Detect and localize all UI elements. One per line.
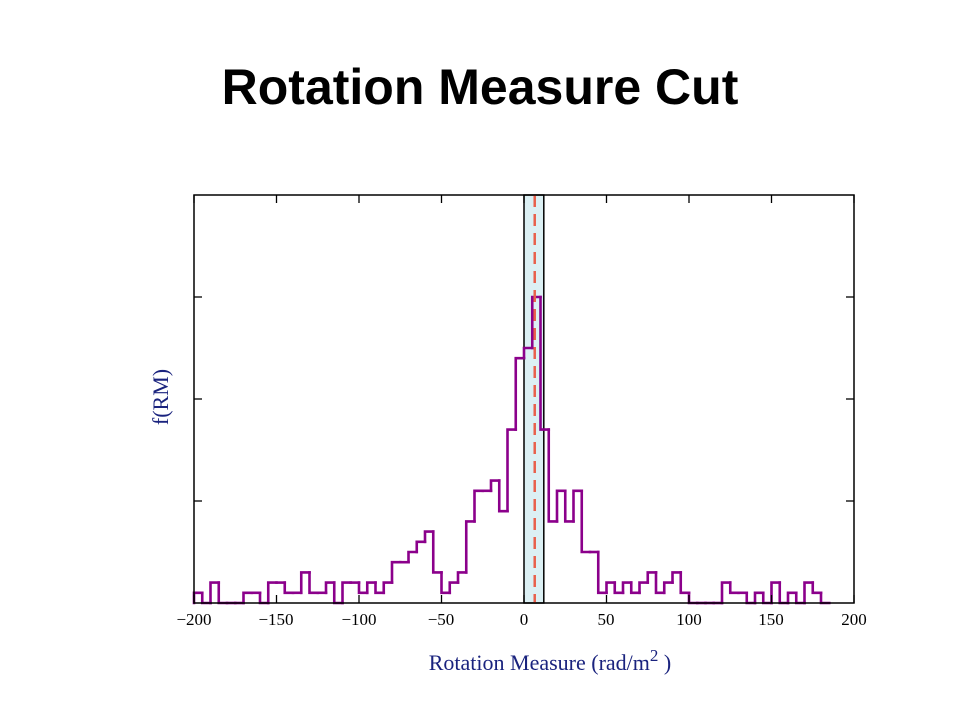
histogram-bin <box>423 530 435 544</box>
histogram-bin <box>497 479 509 513</box>
histogram-bin <box>547 428 559 523</box>
histogram-bin <box>209 581 221 605</box>
histogram-bin <box>629 581 641 595</box>
histogram-bin <box>555 489 567 523</box>
histogram-bin <box>506 428 518 513</box>
x-tick-label: 100 <box>676 610 702 629</box>
histogram-bin <box>671 571 683 584</box>
histogram-bin <box>728 581 740 595</box>
x-axis-label-suffix: ) <box>658 650 671 675</box>
histogram-bin <box>811 581 823 595</box>
histogram-bin <box>431 530 443 574</box>
histogram-bin <box>341 581 353 605</box>
x-axis-label: Rotation Measure (rad/m2 ) <box>429 646 672 675</box>
histogram-bin <box>382 581 394 595</box>
histogram-bin <box>662 581 674 595</box>
histogram-bin <box>357 581 369 595</box>
histogram-bin <box>440 571 452 595</box>
histogram-bin <box>365 581 377 595</box>
histogram-bin <box>613 581 625 595</box>
histogram-layer <box>192 295 831 605</box>
histogram-bin <box>687 591 699 605</box>
x-tick-label: −200 <box>176 610 211 629</box>
histogram-bin <box>530 295 542 350</box>
histogram-bin <box>572 489 584 523</box>
histogram-bin <box>679 571 691 595</box>
histogram-bin <box>753 591 765 605</box>
histogram-bin <box>563 489 575 523</box>
histogram-bin <box>299 571 311 595</box>
histogram-bin <box>720 581 732 605</box>
histogram-bin <box>596 550 608 595</box>
histogram-bin <box>489 479 501 493</box>
axis-label-layer: −200 −150 −100 −50 0 50 100 150 200 Rota… <box>148 369 867 675</box>
histogram-bin <box>473 489 485 523</box>
x-tick-label: 200 <box>841 610 867 629</box>
x-tick-label: −50 <box>428 610 455 629</box>
histogram-bin <box>621 581 633 595</box>
histogram-bin <box>638 581 650 595</box>
histogram-bin <box>464 520 476 574</box>
x-tick-label: −100 <box>341 610 376 629</box>
y-axis-label: f(RM) <box>148 369 173 425</box>
x-tick-label: −150 <box>258 610 293 629</box>
histogram-bin <box>266 581 278 605</box>
slide-title: Rotation Measure Cut <box>221 59 739 115</box>
histogram-bin <box>324 581 336 595</box>
plot-frame-layer <box>193 194 855 604</box>
histogram-bin <box>580 489 592 554</box>
x-axis-label-main: Rotation Measure (rad/m <box>429 650 650 675</box>
histogram-bin <box>374 581 386 595</box>
x-tick-label: 150 <box>758 610 784 629</box>
histogram-bin <box>217 581 229 605</box>
x-axis-label-superscript: 2 <box>650 646 659 665</box>
histogram-bin <box>819 591 831 605</box>
histogram-bin <box>803 581 815 605</box>
histogram-bin <box>646 571 658 584</box>
histogram-bin <box>415 540 427 554</box>
histogram-bin <box>522 346 534 360</box>
histogram-bin <box>539 295 551 431</box>
x-tick-label: 50 <box>598 610 615 629</box>
histogram-bin <box>308 571 320 595</box>
histogram-bin <box>456 571 468 584</box>
histogram-bin <box>605 581 617 595</box>
histogram-bin <box>786 591 798 605</box>
histogram-bin <box>448 581 460 595</box>
histogram-bin <box>242 591 254 605</box>
histogram-bin <box>514 356 526 431</box>
histogram-bin <box>390 560 402 584</box>
histogram-bin <box>654 571 666 595</box>
histogram-bin <box>407 550 419 564</box>
histogram-bin <box>283 581 295 595</box>
x-tick-label: 0 <box>520 610 529 629</box>
